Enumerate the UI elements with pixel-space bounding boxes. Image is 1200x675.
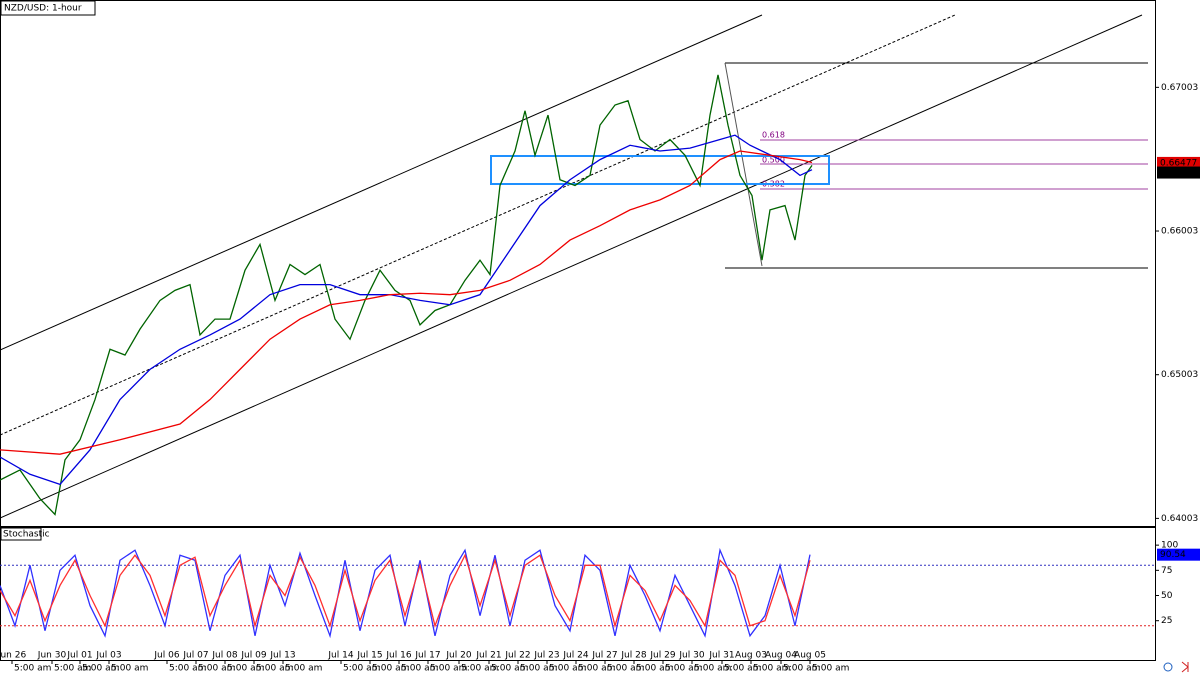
price-tag [1157,166,1200,179]
x-tick-label: Jun 26 [0,651,26,661]
x-tick-label: Aug 05 [794,651,826,661]
x-time-label: 5:00 am [636,664,673,674]
y-tick-label: 50 [1161,591,1173,601]
x-tick-label: Aug 03 [735,651,767,661]
y-tick-label: 0.67003 [1161,83,1198,93]
y-tick-label: 0.64003 [1161,514,1198,524]
channel-upper [0,14,763,351]
x-tick-label: Jul 09 [240,651,266,661]
y-tick-label: 0.66003 [1161,227,1198,237]
price-panel [0,0,1156,527]
price-tag [1157,548,1200,561]
x-time-label: 5:00 am [461,664,498,674]
x-time-label: 5:00 am [111,664,148,674]
indicator-box [0,527,42,541]
x-tick-label: Jul 24 [562,651,588,661]
fib-trend [724,62,763,267]
series-line [0,547,811,639]
x-time-label: 5:00 am [812,664,849,674]
x-time-label: 5:00 am [343,664,380,674]
x-time-label: 5:00 am [607,664,644,674]
x-time-label: 5:00 am [724,664,761,674]
price-tag-label: 0.66477 [1160,158,1197,168]
x-tick-label: Jul 08 [211,651,237,661]
fib-label: 0.500 [762,156,785,165]
x-tick-label: Jul 29 [649,651,675,661]
y-tick-label: 75 [1161,566,1172,576]
channel [0,14,1143,519]
range-box [490,155,830,185]
channel-lower [0,14,1143,519]
title-box [0,0,96,16]
x-tick-label: Jul 07 [182,651,208,661]
x-tick-label: Jul 20 [445,651,471,661]
x-tick-label: Jul 22 [504,651,530,661]
price-tag [1157,156,1200,169]
x-tick-label: Jul 27 [591,651,617,661]
stochastic-panel [0,527,1156,661]
x-tick-label: Jul 16 [385,651,411,661]
series-line [0,134,813,486]
channel-mid [0,14,956,436]
x-time-label: 5:00 am [491,664,528,674]
x-time-label: 5:00 am [549,664,586,674]
x-tick-label: Jul 03 [95,651,121,661]
x-time-label: 5:00 am [82,664,119,674]
x-tick-label: Jul 30 [678,651,704,661]
series-line [0,553,811,629]
x-time-label: 5:00 am [372,664,409,674]
x-tick-label: Jul 28 [620,651,646,661]
x-tick-label: Aug 04 [765,651,797,661]
x-time-label: 5:00 am [578,664,615,674]
fib-label: 0.618 [762,131,785,140]
x-time-label: 5:00 am [169,664,206,674]
x-time-label: 5:00 am [694,664,731,674]
x-time-label: 5:00 am [430,664,467,674]
x-time-label: 5:00 am [783,664,820,674]
x-tick-label: Jul 14 [327,651,353,661]
x-time-label: 5:00 am [665,664,702,674]
x-time-label: 5:00 am [198,664,235,674]
y-tick-label: 100 [1161,541,1178,551]
x-tick-label: Jul 15 [356,651,382,661]
x-tick-label: Jul 23 [533,651,559,661]
indicator-title: Stochastic [3,530,50,540]
y-tick-label: 0.65003 [1161,370,1198,380]
toolbar-icons [1163,661,1189,673]
icon[interactable] [1163,662,1173,672]
x-tick-label: Jun 30 [37,651,67,661]
icon[interactable] [1181,661,1189,673]
x-tick-label: Jul 31 [708,651,734,661]
x-tick-label: Jul 21 [475,651,501,661]
x-time-label: 5:00 am [256,664,293,674]
series-line [0,150,813,455]
x-tick-label: Jul 06 [153,651,179,661]
x-time-label: 5:00 am [54,664,91,674]
x-time-label: 5:00 am [401,664,438,674]
x-time-label: 5:00 am [227,664,264,674]
x-tick-label: Jul 01 [66,651,92,661]
y-tick-label: 25 [1161,616,1172,626]
x-time-label: 5:00 am [285,664,322,674]
price-tag-label: 90.54 [1160,550,1186,560]
x-tick-label: Jul 17 [414,651,440,661]
chart-title: NZD/USD: 1-hour [4,4,82,14]
price-tag-label: 0.6641 [1160,168,1192,178]
x-tick-label: Jul 13 [269,651,295,661]
x-time-label: 5:00 am [753,664,790,674]
x-time-label: 5:00 am [14,664,51,674]
x-time-label: 5:00 am [520,664,557,674]
